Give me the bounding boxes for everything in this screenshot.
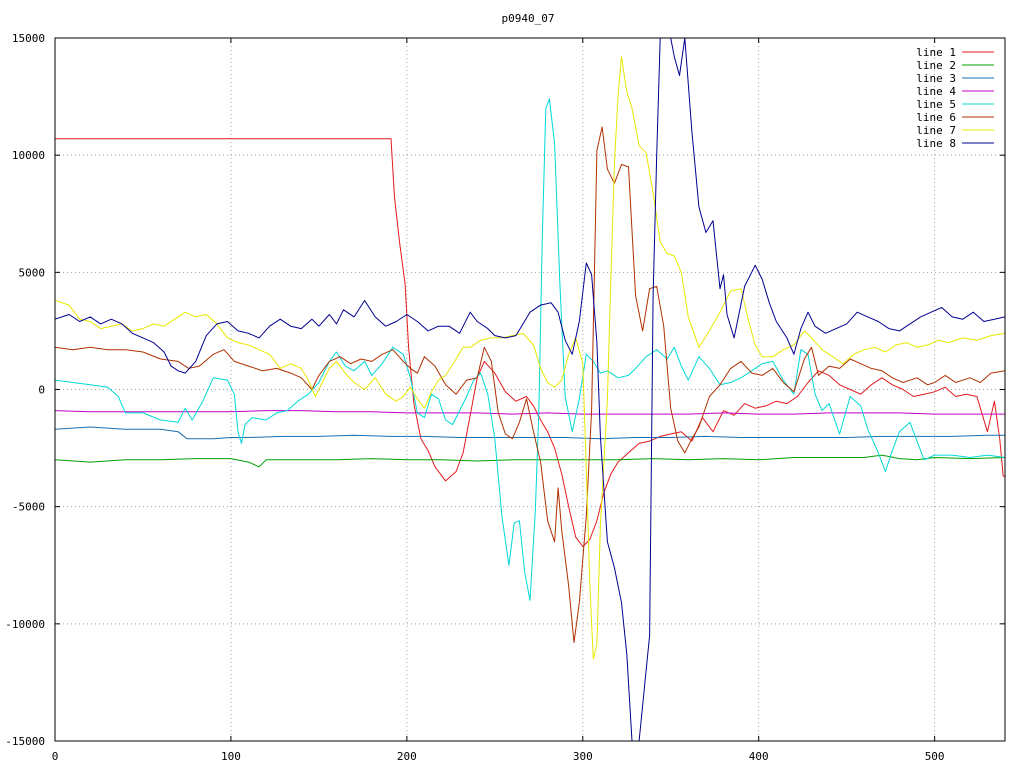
legend-label: line 6	[916, 111, 956, 124]
y-tick-label: 10000	[12, 149, 45, 162]
legend-label: line 1	[916, 46, 956, 59]
y-tick-label: 5000	[19, 266, 46, 279]
series-line-7	[55, 56, 1005, 660]
x-tick-label: 200	[397, 750, 417, 763]
axis-ticks: 0 100 200 300 400 500 15000 10000 5000 0 -5000 -100…	[5, 32, 1005, 763]
series-line-1	[55, 138, 1005, 547]
legend-label: line 3	[916, 72, 956, 85]
series-lines	[55, 38, 1005, 741]
legend-label: line 5	[916, 98, 956, 111]
plot-frame	[54, 37, 1006, 742]
x-tick-label: 500	[925, 750, 945, 763]
y-tick-label: -5000	[12, 501, 45, 514]
y-tick-label: 0	[38, 384, 45, 397]
legend-label: line 7	[916, 124, 956, 137]
x-tick-label: 300	[573, 750, 593, 763]
grid-lines	[55, 38, 1005, 741]
series-line-6	[55, 126, 1005, 644]
legend-label: line 4	[916, 85, 956, 98]
legend-label: line 8	[916, 137, 956, 150]
series-line-5	[55, 98, 1005, 601]
y-tick-label: 15000	[12, 32, 45, 45]
series-line-8	[55, 38, 1005, 741]
series-line-2	[55, 454, 1005, 468]
x-tick-label: 400	[749, 750, 769, 763]
y-tick-label: -15000	[5, 735, 45, 748]
x-tick-label: 0	[52, 750, 59, 763]
legend-label: line 2	[916, 59, 956, 72]
series-line-3	[55, 426, 1005, 440]
y-tick-label: -10000	[5, 618, 45, 631]
x-tick-label: 100	[221, 750, 241, 763]
chart-title: p0940_07	[502, 12, 555, 25]
